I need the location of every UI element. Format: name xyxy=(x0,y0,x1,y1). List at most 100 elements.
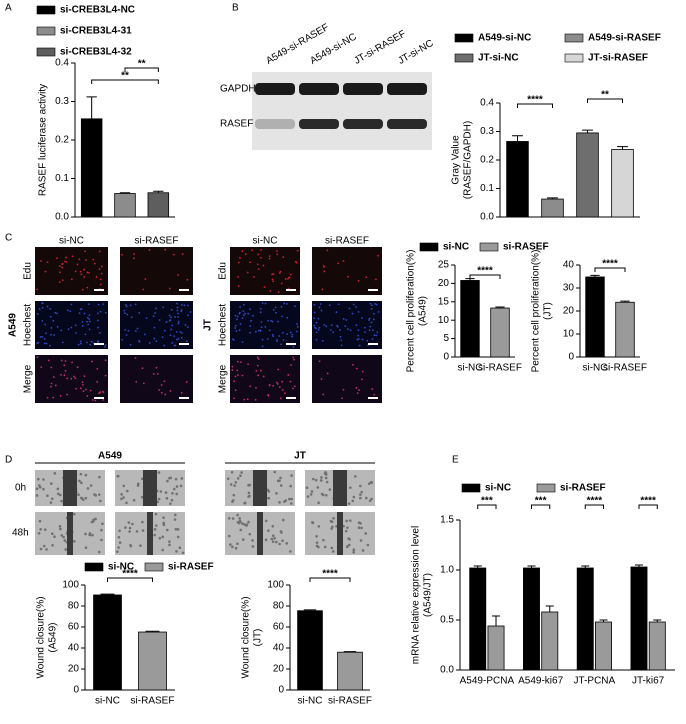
cell xyxy=(247,495,250,498)
cell xyxy=(315,331,318,334)
cell xyxy=(173,344,176,347)
cell xyxy=(340,339,343,342)
row-label: 0h xyxy=(15,483,26,494)
error-bar xyxy=(86,96,97,119)
cell xyxy=(134,330,137,333)
scale-bar xyxy=(368,289,378,291)
cell xyxy=(368,329,371,332)
cell xyxy=(318,306,321,309)
cell xyxy=(82,390,85,392)
y-axis-label: Wound closure(%) xyxy=(241,596,252,678)
cell xyxy=(104,311,107,314)
cell xyxy=(92,258,95,261)
cell xyxy=(361,317,363,319)
cell xyxy=(322,393,325,396)
cell xyxy=(276,479,280,483)
cell xyxy=(38,519,42,523)
significance-label: ** xyxy=(601,90,609,101)
cell xyxy=(260,326,263,329)
cell xyxy=(70,377,73,380)
x-tick-label: JT-ki67 xyxy=(632,676,665,687)
cell xyxy=(169,476,173,480)
cell xyxy=(94,517,97,521)
cell xyxy=(70,278,73,281)
cell xyxy=(46,396,49,399)
cell xyxy=(270,537,274,541)
y-axis-label: mRNA relative expression level xyxy=(411,526,422,664)
cell xyxy=(357,329,360,331)
y-tick-label: 0.0 xyxy=(55,212,69,223)
cell xyxy=(288,497,291,501)
cell xyxy=(91,398,94,401)
cell xyxy=(74,377,77,380)
cell xyxy=(365,276,368,279)
cell xyxy=(291,335,294,338)
cell xyxy=(330,520,334,524)
cell xyxy=(84,250,87,253)
cell xyxy=(122,496,125,499)
cell xyxy=(81,288,84,291)
cell xyxy=(235,330,238,332)
cell xyxy=(84,259,87,261)
cell xyxy=(344,325,347,328)
cell xyxy=(58,525,62,528)
cell xyxy=(163,380,166,383)
error-bar xyxy=(581,565,590,568)
cell xyxy=(179,484,183,488)
cell xyxy=(165,528,169,532)
cell xyxy=(138,311,141,314)
cell xyxy=(169,334,172,337)
cell xyxy=(177,337,180,340)
cell xyxy=(42,544,46,548)
cell xyxy=(140,477,144,481)
cell xyxy=(232,338,234,341)
cell xyxy=(325,493,328,497)
cell xyxy=(153,528,157,531)
cell xyxy=(173,487,176,491)
cell xyxy=(313,317,316,320)
cell xyxy=(264,302,267,305)
cell xyxy=(49,307,52,310)
cell xyxy=(286,303,288,305)
cell xyxy=(121,253,123,256)
cell xyxy=(80,273,83,276)
cell xyxy=(117,535,121,539)
cell xyxy=(177,274,179,276)
cell xyxy=(56,257,58,260)
cell xyxy=(52,396,55,399)
significance-bracket xyxy=(517,103,553,108)
cell xyxy=(271,534,275,537)
x-tick-label: si-RASEF xyxy=(603,363,647,374)
legend-swatch xyxy=(454,33,474,43)
cell xyxy=(352,548,356,552)
cell xyxy=(315,321,318,324)
y-tick-label: 0 xyxy=(443,352,449,363)
cell xyxy=(372,329,374,332)
cell xyxy=(317,317,320,320)
cell xyxy=(64,548,67,551)
significance-label: **** xyxy=(477,266,493,277)
cell xyxy=(97,340,99,342)
cell xyxy=(86,271,89,274)
cell xyxy=(373,393,376,396)
cell xyxy=(117,546,120,549)
cell xyxy=(88,320,91,323)
cell xyxy=(282,339,285,341)
cell xyxy=(355,306,357,308)
cell xyxy=(236,369,239,372)
cell xyxy=(52,319,55,322)
cell xyxy=(39,528,42,531)
cell xyxy=(322,265,325,268)
cell xyxy=(94,399,97,402)
cell xyxy=(375,278,377,281)
cell xyxy=(269,289,272,292)
cell xyxy=(236,360,239,363)
y-tick-label: 0.2 xyxy=(55,135,69,146)
cell xyxy=(164,491,168,494)
error-bar xyxy=(145,630,160,633)
column-label: si-RASEF xyxy=(325,236,369,247)
cell xyxy=(368,319,370,321)
cell xyxy=(102,303,105,306)
scale-bar xyxy=(286,289,296,291)
scale-bar xyxy=(179,397,189,399)
